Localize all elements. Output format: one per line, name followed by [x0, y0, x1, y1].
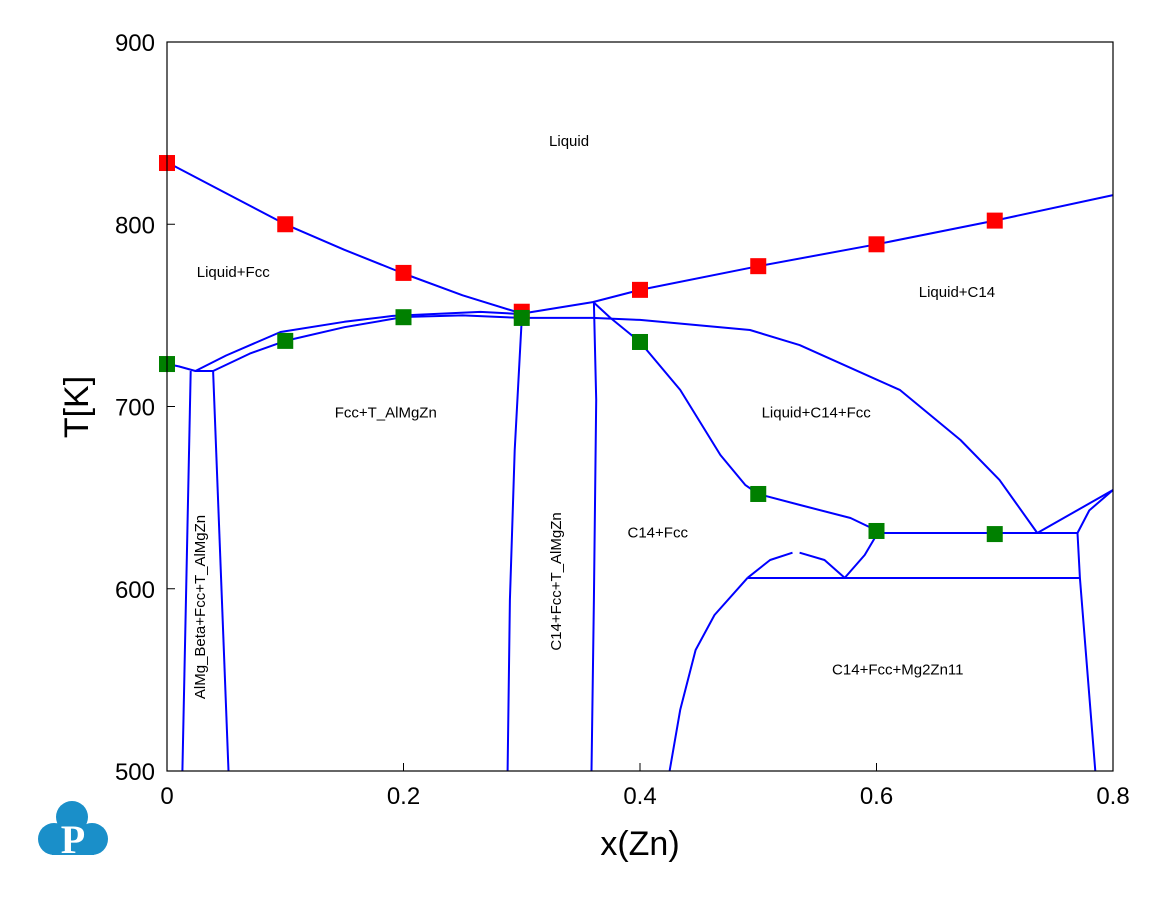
liquidus-experimental-marker: [986, 212, 1003, 229]
phase-boundary-beta-left-boundary: [181, 370, 192, 772]
phase-boundary-fcc-outer-arc: [194, 310, 522, 372]
x-tick-label: 0.8: [1096, 783, 1129, 810]
region-label: Fcc+T_AlMgZn: [335, 404, 437, 421]
solidus-experimental-marker: [513, 309, 530, 326]
y-tick-label: 500: [115, 759, 155, 786]
phase-boundary-liquidus-c14: [521, 194, 1114, 315]
region-label: C14+Fcc+Mg2Zn11: [832, 661, 963, 678]
solidus-experimental-marker: [986, 526, 1003, 543]
y-tick-label: 900: [115, 30, 155, 57]
x-tick-label: 0.2: [387, 783, 420, 810]
data-markers: [159, 155, 1003, 543]
liquidus-experimental-marker: [395, 264, 412, 281]
region-label: C14+Fcc: [628, 525, 689, 542]
region-label: AlMg_Beta+Fcc+T_AlMgZn: [192, 515, 209, 699]
y-tick-label: 800: [115, 212, 155, 239]
phase-boundary-mg2zn11-boundary: [1076, 532, 1097, 772]
phase-boundary-connector-curve: [843, 532, 879, 579]
liquidus-experimental-marker: [632, 281, 648, 298]
plot-frame: [166, 41, 1114, 772]
x-tick-label: 0.6: [860, 783, 893, 810]
liquidus-experimental-marker: [277, 216, 294, 233]
solidus-experimental-marker: [632, 333, 648, 350]
phase-boundary-right-curve: [1076, 489, 1114, 534]
region-label: C14+Fcc+T_AlMgZn: [548, 512, 565, 650]
x-tick-label: 0: [160, 783, 173, 810]
region-label: Liquid+Fcc: [197, 264, 270, 281]
region-label: Liquid+C14+Fcc: [762, 404, 872, 421]
phase-boundary-peritectic-diagonal: [593, 301, 612, 319]
axis-ticks: 0 0.2 0.4 0.6 0.8 500 600 700 800 900: [115, 30, 1130, 810]
x-tick-label: 0.4: [623, 783, 656, 810]
phase-boundary-t-phase-boundary-left: [506, 317, 523, 772]
y-tick-label: 700: [115, 395, 155, 422]
solidus-experimental-marker: [395, 309, 412, 326]
logo-cloud-base: [52, 825, 94, 855]
phase-boundary-fcc-inner-arc: [212, 314, 1039, 534]
phase-boundary-dome-left: [746, 551, 793, 579]
region-label: Liquid+C14: [919, 284, 995, 301]
y-tick-label: 600: [115, 577, 155, 604]
phase-boundary-lines: [166, 161, 1114, 772]
liquidus-experimental-marker: [868, 236, 885, 253]
phase-boundary-c14-solvus-bottom: [668, 577, 749, 772]
solidus-experimental-marker: [868, 522, 885, 539]
phase-boundary-dome-right: [799, 551, 846, 579]
y-axis-label: T[K]: [58, 376, 96, 438]
phase-boundary-beta-right-boundary: [212, 370, 230, 772]
solidus-experimental-marker: [750, 485, 767, 502]
solidus-experimental-marker: [277, 332, 294, 349]
logo-letter: P: [61, 817, 85, 862]
phase-boundary-liquidus-fcc: [166, 161, 523, 315]
logo: P: [38, 801, 108, 862]
phase-boundary-liquid-c14-right: [1036, 489, 1114, 534]
region-labels: Liquid Liquid+Fcc Liquid+C14 Fcc+T_AlMgZn Li…: [192, 133, 995, 699]
region-label: Liquid: [549, 133, 589, 150]
liquidus-experimental-marker: [750, 258, 767, 275]
phase-boundary-fcc-c14-liquid-boundary: [609, 317, 879, 532]
phase-boundary-t-phase-boundary-right: [590, 302, 598, 772]
x-axis-label: x(Zn): [600, 825, 679, 863]
